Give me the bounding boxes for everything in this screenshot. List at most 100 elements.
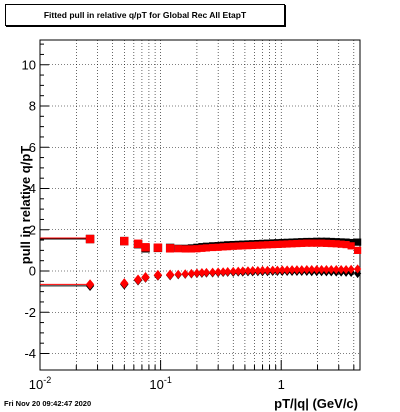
data-point-square bbox=[214, 243, 222, 251]
data-point-square bbox=[254, 241, 262, 249]
data-point-diamond bbox=[317, 264, 326, 275]
y-tick-label: 10 bbox=[22, 57, 36, 72]
data-point-diamond bbox=[293, 265, 301, 275]
data-point-diamond bbox=[198, 268, 206, 278]
data-point-square bbox=[322, 239, 331, 247]
data-point-diamond bbox=[141, 271, 150, 283]
data-point-square bbox=[209, 243, 217, 252]
data-point-diamond bbox=[120, 278, 129, 289]
x-tick-label: 10-2 bbox=[29, 375, 51, 392]
data-point-diamond bbox=[327, 264, 335, 275]
data-point-diamond bbox=[165, 269, 175, 280]
data-point-square bbox=[229, 242, 237, 250]
data-layer bbox=[40, 234, 362, 292]
y-tick-label: 4 bbox=[29, 181, 36, 196]
data-point-square bbox=[234, 242, 242, 250]
data-point-square bbox=[327, 239, 335, 248]
data-point-square bbox=[165, 244, 175, 253]
data-point-diamond bbox=[239, 266, 247, 276]
data-point-square bbox=[224, 243, 232, 251]
data-point-diamond bbox=[187, 268, 195, 279]
data-point-diamond bbox=[313, 264, 321, 275]
data-point-square bbox=[133, 239, 143, 248]
data-point-diamond bbox=[288, 265, 296, 275]
data-point-diamond bbox=[209, 267, 217, 277]
chart-title: Fitted pull in relative q/pT for Global … bbox=[43, 10, 247, 20]
data-point-square bbox=[332, 240, 340, 248]
data-point-square bbox=[337, 240, 345, 248]
data-point-diamond bbox=[229, 266, 237, 277]
data-point-diamond bbox=[174, 269, 182, 279]
axis-layer: 10-2 10-1 1 -4 -2 0 2 4 6 8 10 bbox=[22, 43, 355, 392]
data-point-square bbox=[313, 239, 321, 247]
data-point-square bbox=[249, 241, 257, 250]
data-point-diamond bbox=[193, 268, 201, 278]
data-point-diamond bbox=[283, 265, 291, 275]
data-point-diamond bbox=[332, 264, 340, 275]
data-point-diamond bbox=[337, 264, 345, 275]
y-tick-label: -4 bbox=[24, 346, 36, 361]
data-point-square bbox=[347, 242, 355, 250]
data-point-square bbox=[85, 234, 95, 244]
data-point-square bbox=[354, 246, 362, 254]
data-point-square bbox=[258, 241, 267, 249]
data-point-square bbox=[342, 241, 350, 249]
data-point-diamond bbox=[153, 269, 163, 281]
timestamp: Fri Nov 20 09:42:47 2020 bbox=[4, 399, 92, 408]
data-point-diamond bbox=[254, 265, 262, 276]
grid-layer bbox=[40, 40, 360, 370]
data-point-diamond bbox=[298, 265, 306, 275]
data-point-diamond bbox=[308, 264, 316, 275]
data-point-square bbox=[141, 243, 150, 252]
data-point-diamond bbox=[342, 264, 350, 275]
y-tick-label: 2 bbox=[29, 222, 36, 237]
y-axis-label: pull in relative q/pT bbox=[18, 146, 33, 265]
x-tick-label: 1 bbox=[278, 377, 285, 392]
data-point-square bbox=[354, 238, 362, 246]
data-point-diamond bbox=[273, 265, 282, 275]
data-point-square bbox=[278, 240, 286, 248]
data-point-square bbox=[303, 239, 311, 247]
data-point-diamond bbox=[219, 267, 227, 277]
data-point-square bbox=[293, 239, 301, 248]
x-axis-label: pT/|q| (GeV/c) bbox=[274, 396, 358, 411]
data-point-square bbox=[174, 245, 182, 253]
data-point-square bbox=[244, 242, 252, 250]
y-tick-label: 6 bbox=[29, 140, 36, 155]
plot-frame bbox=[39, 39, 361, 371]
data-point-square bbox=[283, 240, 291, 248]
y-tick-label: 8 bbox=[29, 99, 36, 114]
data-point-diamond bbox=[278, 265, 286, 275]
y-tick-label: 0 bbox=[29, 264, 36, 279]
data-point-square bbox=[288, 240, 296, 248]
data-point-diamond bbox=[202, 267, 211, 278]
data-point-square bbox=[273, 240, 282, 248]
data-point-square bbox=[317, 239, 326, 247]
data-point-diamond bbox=[347, 264, 355, 274]
data-point-square bbox=[298, 239, 306, 247]
data-point-square bbox=[239, 242, 247, 250]
data-point-square bbox=[153, 243, 163, 252]
x-tick-label: 10-1 bbox=[149, 375, 171, 392]
data-point-diamond bbox=[354, 264, 362, 274]
data-point-diamond bbox=[269, 265, 277, 275]
data-point-diamond bbox=[249, 265, 257, 276]
data-point-square bbox=[219, 243, 227, 251]
data-point-diamond bbox=[303, 264, 311, 275]
data-point-diamond bbox=[133, 274, 143, 285]
data-point-diamond bbox=[263, 265, 272, 275]
data-point-diamond bbox=[234, 266, 242, 276]
data-point-square bbox=[202, 244, 211, 252]
data-point-square bbox=[181, 245, 189, 253]
data-point-diamond bbox=[322, 264, 331, 275]
data-point-diamond bbox=[181, 269, 189, 279]
data-point-diamond bbox=[85, 279, 95, 290]
data-point-diamond bbox=[258, 265, 267, 275]
y-tick-label: -2 bbox=[24, 305, 36, 320]
data-point-square bbox=[269, 241, 277, 249]
data-point-square bbox=[263, 241, 272, 249]
data-point-diamond bbox=[224, 267, 232, 277]
data-point-square bbox=[308, 239, 316, 247]
data-point-diamond bbox=[244, 266, 252, 276]
